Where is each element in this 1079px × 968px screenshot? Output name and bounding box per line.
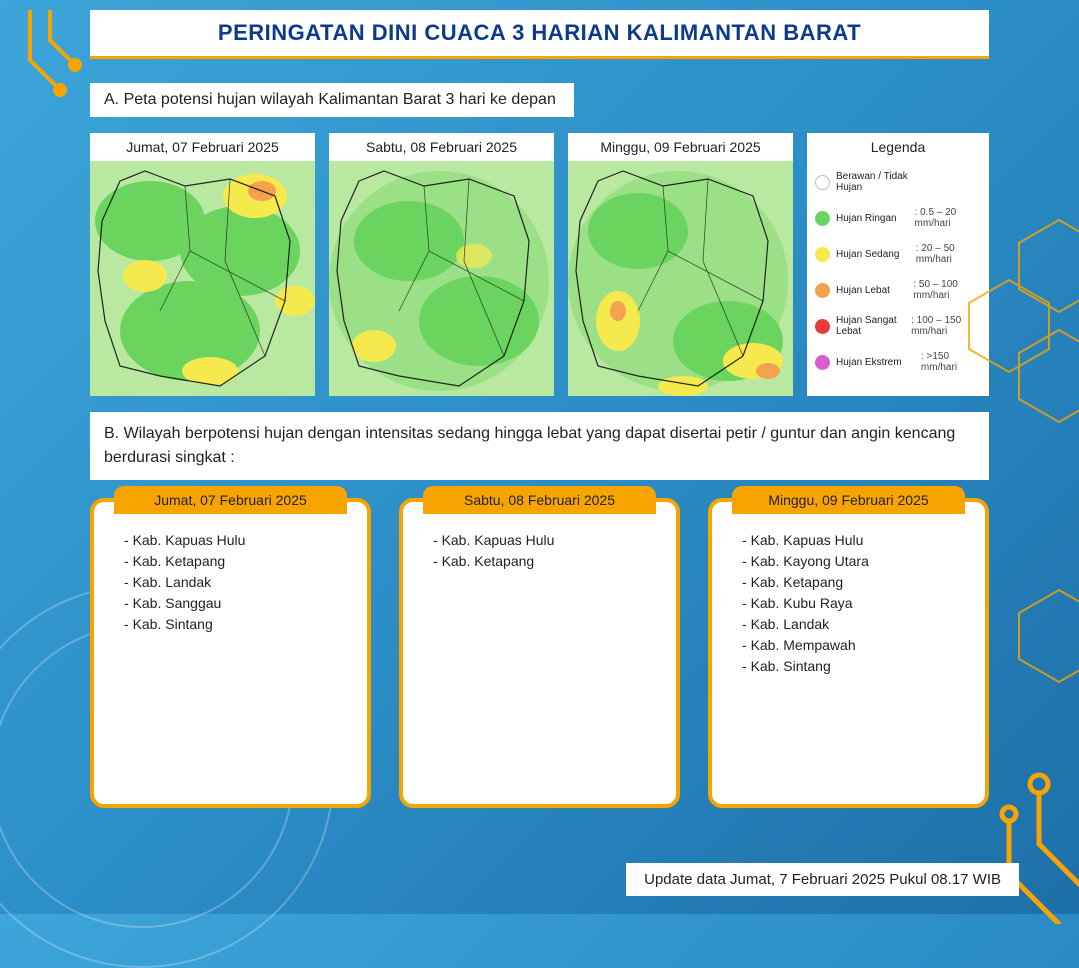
legend-body: Berawan / Tidak Hujan Hujan Ringan : 0.5 –… (807, 161, 989, 396)
map-card-2: Minggu, 09 Februari 2025 (568, 133, 793, 396)
section-b-heading: B. Wilayah berpotensi hujan dengan inten… (90, 412, 989, 480)
map-card-0: Jumat, 07 Februari 2025 (90, 133, 315, 396)
section-a-heading: A. Peta potensi hujan wilayah Kalimantan… (90, 83, 574, 117)
region-list: Kab. Kapuas Hulu Kab. Ketapang (419, 532, 660, 569)
region-list-item: Kab. Kayong Utara (742, 553, 969, 569)
region-list-item: Kab. Sanggau (124, 595, 351, 611)
legend-color-dot (815, 355, 830, 370)
region-card: Jumat, 07 Februari 2025Kab. Kapuas HuluK… (90, 498, 371, 808)
region-card: Sabtu, 08 Februari 2025Kab. Kapuas HuluK… (399, 498, 680, 808)
region-card-date: Minggu, 09 Februari 2025 (732, 486, 965, 514)
legend-range: : >150 mm/hari (921, 351, 981, 373)
map-card-1: Sabtu, 08 Februari 2025 (329, 133, 554, 396)
bg-circuit-top-left (10, 10, 90, 130)
map-body-2 (568, 161, 793, 396)
legend-range: : 50 – 100 mm/hari (913, 279, 981, 301)
legend-color-dot (815, 247, 830, 262)
page-title: PERINGATAN DINI CUACA 3 HARIAN KALIMANTA… (90, 10, 989, 59)
region-cards-row: Jumat, 07 Februari 2025Kab. Kapuas HuluK… (90, 498, 989, 808)
region-list-item: Kab. Ketapang (433, 553, 660, 569)
map-body-1 (329, 161, 554, 396)
legend-title: Legenda (807, 133, 989, 161)
weather-map-icon (329, 161, 554, 396)
region-list-item: Kab. Kapuas Hulu (433, 532, 660, 548)
region-list-item: Kab. Landak (742, 616, 969, 632)
region-list: Kab. Kapuas Hulu Kab. Ketapang Kab. Landak… (110, 532, 351, 632)
legend-card: Legenda Berawan / Tidak Hujan Hujan Ringa… (807, 133, 989, 396)
legend-row: Hujan Lebat : 50 – 100 mm/hari (815, 279, 981, 301)
region-list-item: Kab. Kubu Raya (742, 595, 969, 611)
legend-range: : 100 – 150 mm/hari (911, 315, 981, 337)
legend-range: : 20 – 50 mm/hari (916, 243, 981, 265)
maps-row: Jumat, 07 Februari 2025 Sabtu, 08 Februa… (90, 133, 989, 396)
region-card-date: Jumat, 07 Februari 2025 (114, 486, 347, 514)
weather-map-icon (568, 161, 793, 396)
legend-label: Hujan Sedang (836, 249, 910, 260)
legend-color-dot (815, 319, 830, 334)
region-list-item: Kab. Ketapang (124, 553, 351, 569)
legend-color-dot (815, 175, 830, 190)
region-list: Kab. Kapuas Hulu Kab. Kayong Utara Kab. Ke… (728, 532, 969, 674)
legend-row: Hujan Ekstrem : >150 mm/hari (815, 351, 981, 373)
legend-range: : 0.5 – 20 mm/hari (915, 207, 981, 229)
region-list-item: Kab. Kapuas Hulu (742, 532, 969, 548)
update-timestamp: Update data Jumat, 7 Februari 2025 Pukul… (626, 863, 1019, 896)
region-list-item: Kab. Landak (124, 574, 351, 590)
region-list-item: Kab. Sintang (742, 658, 969, 674)
legend-row: Hujan Sangat Lebat : 100 – 150 mm/hari (815, 315, 981, 337)
legend-row: Hujan Sedang : 20 – 50 mm/hari (815, 243, 981, 265)
legend-label: Hujan Ekstrem (836, 357, 915, 368)
legend-row: Hujan Ringan : 0.5 – 20 mm/hari (815, 207, 981, 229)
legend-label: Hujan Sangat Lebat (836, 315, 905, 337)
region-card-date: Sabtu, 08 Februari 2025 (423, 486, 656, 514)
map-date-2: Minggu, 09 Februari 2025 (568, 133, 793, 161)
region-list-item: Kab. Sintang (124, 616, 351, 632)
region-list-item: Kab. Kapuas Hulu (124, 532, 351, 548)
legend-label: Hujan Ringan (836, 213, 909, 224)
region-card: Minggu, 09 Februari 2025Kab. Kapuas Hulu… (708, 498, 989, 808)
map-body-0 (90, 161, 315, 396)
legend-color-dot (815, 211, 830, 226)
map-date-1: Sabtu, 08 Februari 2025 (329, 133, 554, 161)
map-date-0: Jumat, 07 Februari 2025 (90, 133, 315, 161)
legend-color-dot (815, 283, 830, 298)
legend-label: Hujan Lebat (836, 285, 907, 296)
weather-map-icon (90, 161, 315, 396)
region-list-item: Kab. Ketapang (742, 574, 969, 590)
legend-row: Berawan / Tidak Hujan (815, 171, 981, 193)
legend-label: Berawan / Tidak Hujan (836, 171, 924, 193)
region-list-item: Kab. Mempawah (742, 637, 969, 653)
